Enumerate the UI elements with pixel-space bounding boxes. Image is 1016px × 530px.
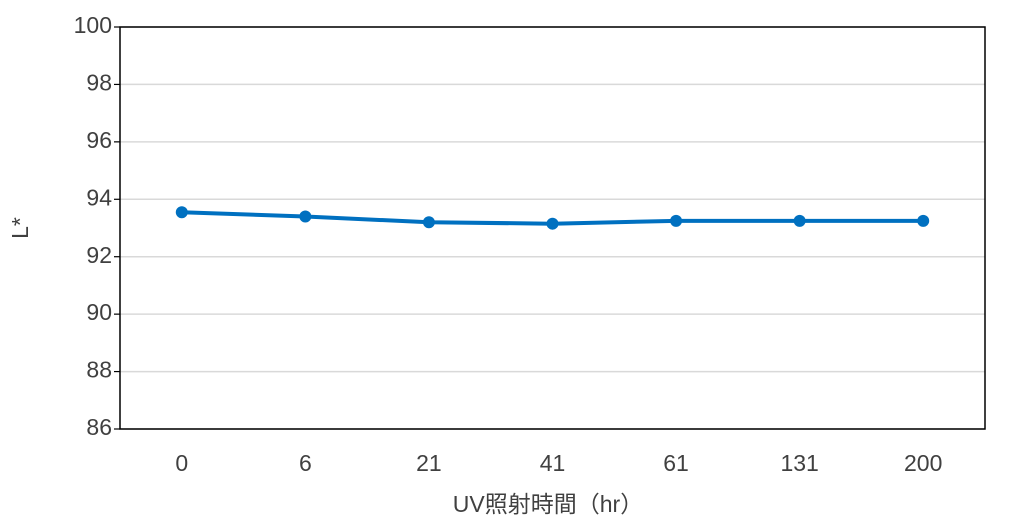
data-point — [917, 214, 930, 227]
y-tick-label: 94 — [86, 184, 112, 210]
x-tick-label: 131 — [780, 450, 818, 476]
data-point — [670, 214, 683, 227]
y-tick-label: 98 — [86, 70, 112, 96]
data-point — [793, 214, 806, 227]
x-tick-label: 21 — [416, 450, 442, 476]
y-tick-label: 92 — [86, 242, 112, 268]
data-point — [546, 217, 559, 230]
y-tick-label: 90 — [86, 299, 112, 325]
x-axis-label: UV照射時間（hr） — [453, 491, 643, 517]
y-tick-label: 100 — [74, 12, 112, 38]
x-tick-label: 61 — [663, 450, 689, 476]
x-tick-label: 0 — [175, 450, 188, 476]
y-tick-label: 96 — [86, 127, 112, 153]
plot-frame — [119, 26, 986, 430]
data-point — [299, 210, 312, 223]
y-tick-label: 86 — [86, 414, 112, 440]
x-tick-label: 200 — [904, 450, 942, 476]
y-axis-label: L* — [7, 217, 33, 239]
x-tick-label: 41 — [540, 450, 566, 476]
data-point — [175, 206, 188, 219]
data-point — [422, 216, 435, 229]
x-tick-label: 6 — [299, 450, 312, 476]
y-tick-label: 88 — [86, 357, 112, 383]
